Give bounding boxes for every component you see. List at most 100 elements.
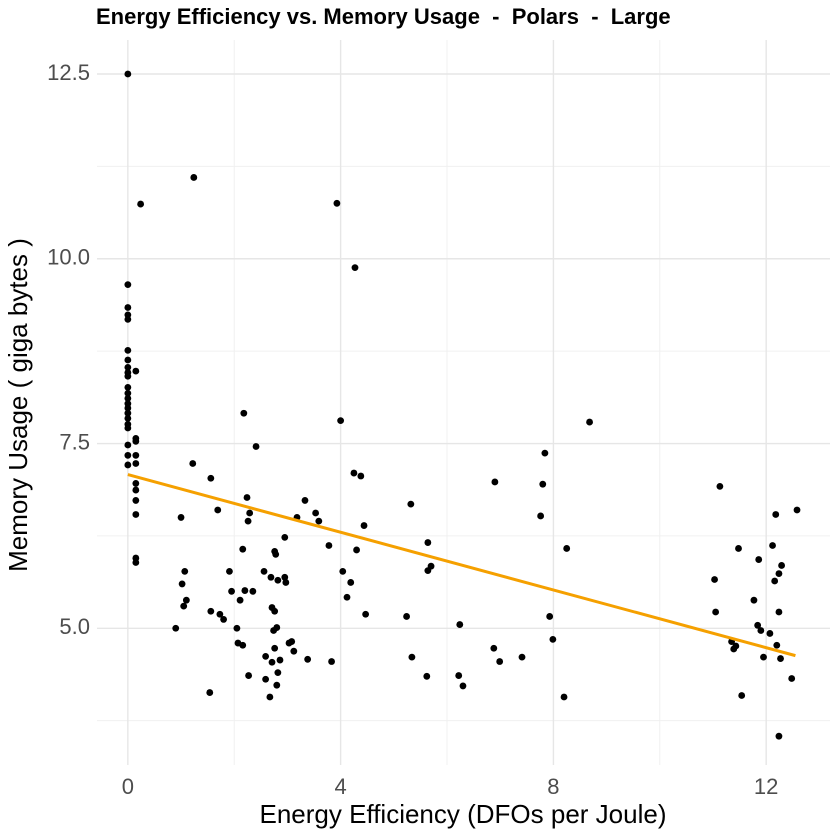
point [243, 494, 251, 501]
point [124, 395, 132, 402]
point [312, 509, 320, 517]
point [245, 672, 253, 679]
point [793, 506, 801, 514]
y-axis-title: Memory Usage ( giga bytes ) [3, 238, 33, 572]
point [241, 587, 249, 594]
point [124, 315, 132, 323]
point [181, 567, 189, 575]
point [755, 556, 763, 563]
point [563, 545, 571, 552]
point [260, 567, 268, 575]
point [124, 404, 132, 412]
point [541, 449, 549, 457]
point [403, 613, 410, 620]
point [424, 539, 432, 546]
point [586, 418, 593, 426]
point [325, 542, 333, 549]
point [124, 414, 132, 422]
point [207, 474, 215, 482]
point [304, 655, 312, 663]
point [282, 579, 290, 586]
point [560, 693, 568, 701]
point [775, 732, 783, 740]
point [271, 607, 279, 615]
point [233, 624, 241, 632]
point [273, 681, 281, 689]
x-axis-title: Energy Efficiency (DFOs per Joule) [260, 799, 667, 829]
point [124, 281, 132, 289]
point [274, 576, 282, 584]
point [228, 587, 235, 595]
point [735, 545, 742, 552]
chart-title: Energy Efficiency vs. Memory Usage - Pol… [96, 4, 671, 29]
point [549, 635, 557, 643]
point [266, 693, 274, 701]
point [273, 624, 281, 631]
point [124, 70, 132, 78]
point [178, 580, 186, 588]
point [262, 652, 270, 660]
point [362, 610, 370, 618]
point [206, 689, 214, 696]
point [754, 621, 762, 629]
point [132, 559, 140, 566]
point [220, 616, 227, 623]
point [239, 545, 247, 553]
x-tick-label: 12 [754, 774, 778, 799]
point [124, 346, 132, 354]
point [262, 675, 270, 683]
point [353, 546, 360, 554]
point [423, 672, 431, 680]
point [132, 480, 140, 487]
point [350, 469, 358, 477]
point [407, 500, 415, 508]
point [274, 669, 282, 677]
point [239, 641, 247, 649]
point [132, 460, 140, 467]
point [360, 522, 368, 529]
point [769, 542, 776, 549]
point [190, 174, 198, 181]
point [537, 512, 545, 520]
point [271, 644, 279, 652]
point [711, 576, 718, 583]
point [315, 517, 323, 525]
point [491, 478, 499, 486]
point [214, 506, 222, 514]
point [132, 486, 140, 494]
point [750, 596, 758, 604]
point [124, 441, 132, 449]
point [288, 638, 296, 645]
trend-line [127, 473, 796, 658]
point [180, 602, 188, 610]
point [339, 567, 347, 575]
point [124, 363, 132, 371]
point [276, 656, 284, 664]
y-tick-label: 7.5 [59, 429, 90, 454]
point [455, 672, 463, 679]
point [518, 653, 526, 661]
point [272, 550, 280, 558]
point [281, 533, 289, 541]
point [207, 607, 215, 615]
point [132, 451, 140, 459]
point [772, 511, 780, 518]
point [216, 610, 224, 618]
point [290, 647, 298, 655]
point [343, 593, 351, 601]
point [775, 608, 783, 616]
point [766, 630, 774, 637]
point [539, 480, 547, 488]
point [172, 624, 180, 632]
point [788, 675, 796, 682]
point [124, 383, 132, 391]
x-tick-label: 8 [547, 774, 559, 799]
point [775, 570, 783, 577]
point [778, 562, 785, 569]
x-tick-label: 4 [334, 774, 346, 799]
point [244, 517, 252, 525]
point [236, 596, 244, 604]
point [132, 511, 140, 518]
point [760, 653, 767, 661]
